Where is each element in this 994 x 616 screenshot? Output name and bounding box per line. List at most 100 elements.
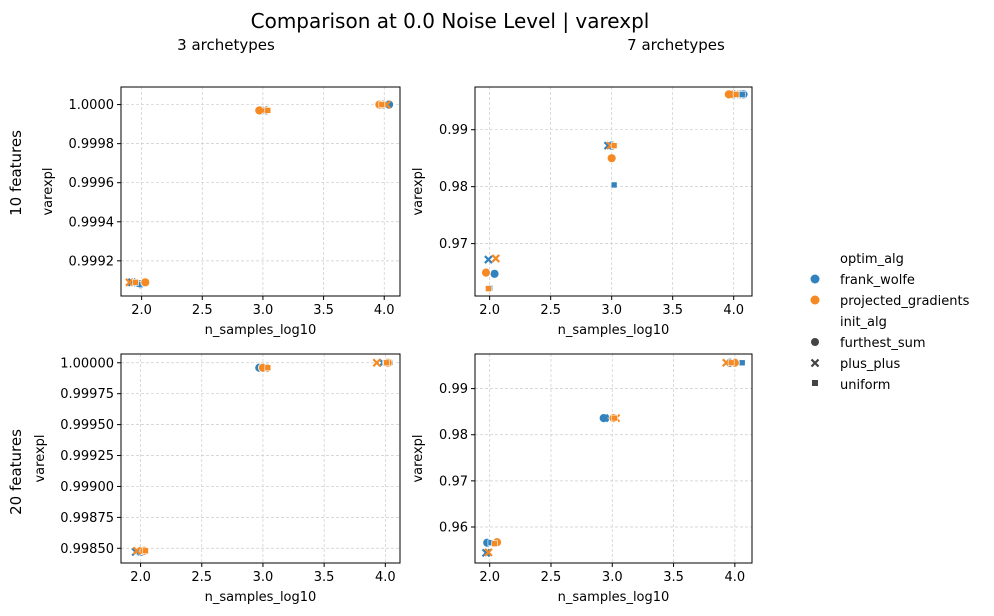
row-title-top: 10 features [7,130,25,216]
panel-1: 2.0 2.5 3.0 3.5 4.0 0.9992 0.9994 0.9996 0.9998 1… [41,86,401,338]
x-tick-label: 3.5 [662,303,683,318]
y-tick-label: 0.9994 [69,215,115,230]
point-projected-gradients-uniform [732,91,740,98]
x-axis-label: n_samples_log10 [205,590,317,605]
point-frank-wolfe-plus-plus [603,141,613,150]
point-projected-gradients-uniform [132,279,139,286]
point-projected-gradients-uniform [727,359,735,367]
point-frank-wolfe-uniform [610,181,618,189]
point-frank-wolfe-plus-plus [484,255,493,264]
y-axis-label: varexpl [411,434,426,482]
legend-marker-plus-plus [810,358,820,368]
x-tick-label: 3.0 [253,570,274,585]
x-tick-label: 3.5 [314,570,335,585]
legend-style-title: init_alg [840,315,887,330]
x-tick-label: 2.5 [192,303,213,318]
y-tick-label: 0.98 [439,428,468,443]
x-tick-label: 2.5 [540,303,561,318]
legend: optim_alg frank_wolfe projected_gradient… [810,252,970,393]
y-tick-label: 0.98 [439,180,468,195]
legend-label-frank-wolfe: frank_wolfe [840,273,915,288]
point-projected-gradients-uniform [485,285,492,292]
panel-2: 2.0 2.5 3.0 3.5 4.0 0.97 0.98 0.99 n_samples_log… [411,86,753,338]
x-axis-label: n_samples_log10 [558,590,670,605]
point-frank-wolfe-uniform [738,359,746,367]
legend-hue-title: optim_alg [840,252,904,267]
y-tick-label: 0.9996 [69,176,115,191]
x-tick-label: 2.0 [479,303,500,318]
x-tick-label: 3.5 [663,570,684,585]
point-projected-gradients-uniform [264,107,272,114]
x-tick-label: 2.0 [130,570,151,585]
y-tick-label: 0.97 [439,237,468,252]
y-tick-label: 1.00000 [60,356,114,371]
row-title-bottom: 20 features [7,429,25,515]
panel-4: 2.0 2.5 3.0 3.5 4.0 0.96 0.97 0.98 0.99 n_samples… [411,353,753,605]
point-projected-gradients-uniform [610,142,618,149]
x-tick-label: 4.0 [723,303,744,318]
y-axis-label: varexpl [33,434,48,482]
plot-frame [120,86,401,297]
y-tick-label: 0.99975 [60,387,114,402]
column-title-left: 3 archetypes [177,36,275,54]
x-tick-label: 3.0 [602,570,623,585]
point-projected-gradients-furthest-sum [481,267,491,278]
y-tick-label: 0.99 [439,123,468,138]
point-projected-gradients-uniform [611,414,619,422]
point-frank-wolfe-uniform [738,91,746,98]
point-projected-gradients-plus-plus [372,358,382,368]
point-projected-gradients-uniform [383,359,390,367]
y-axis-label: varexpl [411,167,426,215]
x-tick-label: 4.0 [724,570,745,585]
y-tick-label: 1.0000 [69,98,115,113]
legend-marker-furthest-sum [811,338,819,346]
y-tick-label: 0.9998 [69,137,115,152]
x-axis-label: n_samples_log10 [205,323,317,338]
point-projected-gradients-plus-plus [125,278,134,287]
point-frank-wolfe-furthest-sum [598,413,609,424]
x-tick-label: 2.0 [479,570,500,585]
y-tick-label: 0.99875 [60,511,114,526]
legend-label-furthest-sum: furthest_sum [840,336,926,351]
legend-marker-projected-gradients [810,295,820,305]
legend-marker-uniform [812,380,818,386]
point-projected-gradients-furthest-sum [606,153,617,164]
point-frank-wolfe-furthest-sum [489,268,500,279]
point-projected-gradients-uniform [491,540,498,547]
x-tick-label: 2.5 [541,570,562,585]
y-tick-label: 0.99925 [60,449,114,464]
plot-frame [474,353,753,564]
legend-marker-frank-wolfe [810,274,820,284]
facet-panels: 2.0 2.5 3.0 3.5 4.0 0.9992 0.9994 0.9996 0.9998 1… [33,86,753,605]
point-projected-gradients-uniform [378,101,386,108]
y-tick-label: 0.96 [439,521,468,536]
x-tick-label: 3.0 [601,303,622,318]
y-tick-label: 0.99900 [60,480,114,495]
plot-frame [120,353,401,564]
legend-label-projected-gradients: projected_gradients [840,294,970,309]
point-projected-gradients-plus-plus [491,254,501,263]
column-title-right: 7 archetypes [627,36,725,54]
x-tick-label: 2.5 [191,570,212,585]
legend-label-plus-plus: plus_plus [840,357,900,372]
figure-title: Comparison at 0.0 Noise Level | varexpl [251,9,650,33]
point-frank-wolfe-plus-plus [481,548,491,558]
x-tick-label: 3.5 [313,303,334,318]
panel-3: 2.0 2.5 3.0 3.5 4.0 0.99850 0.99875 0.99900 0.99… [33,353,401,605]
legend-label-uniform: uniform [840,378,890,393]
x-axis-label: n_samples_log10 [558,323,670,338]
x-tick-label: 2.0 [131,303,152,318]
point-projected-gradients-furthest-sum [140,277,151,288]
x-tick-label: 4.0 [375,570,396,585]
point-projected-gradients-plus-plus [484,548,493,557]
point-projected-gradients-plus-plus [132,546,142,556]
y-axis-label: varexpl [41,167,56,215]
y-tick-label: 0.99950 [60,418,114,433]
point-projected-gradients-uniform [142,547,149,555]
point-projected-gradients-uniform [264,364,272,372]
y-tick-label: 0.99850 [60,542,114,557]
x-tick-label: 4.0 [374,303,395,318]
y-tick-label: 0.9992 [69,254,115,269]
